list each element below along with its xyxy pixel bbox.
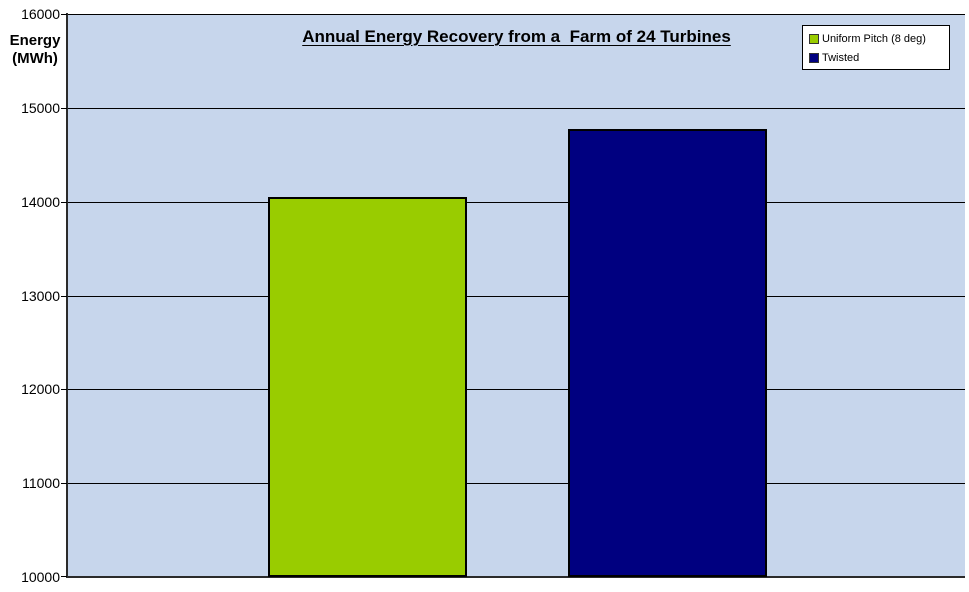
x-axis-line xyxy=(66,576,965,578)
y-axis-line xyxy=(66,13,68,578)
legend-label: Uniform Pitch (8 deg) xyxy=(822,33,926,45)
legend-label: Twisted xyxy=(822,52,860,64)
y-gridline xyxy=(68,389,965,390)
y-axis-tick xyxy=(61,14,67,15)
y-tick-label: 16000 xyxy=(21,6,60,22)
y-axis-tick xyxy=(61,483,67,484)
legend-item: Twisted xyxy=(809,49,949,67)
legend-swatch-icon xyxy=(809,53,819,63)
y-tick-label: 15000 xyxy=(21,100,60,116)
y-axis-tick xyxy=(61,202,67,203)
chart-title: Annual Energy Recovery from a Farm of 24… xyxy=(302,27,731,46)
y-tick-label: 12000 xyxy=(21,381,60,397)
y-axis-tick xyxy=(61,389,67,390)
y-axis-tick xyxy=(61,296,67,297)
bar-uniform-pitch-8-deg xyxy=(268,197,467,577)
y-tick-label: 11000 xyxy=(22,475,60,491)
y-axis-title: Energy (MWh) xyxy=(9,32,61,67)
y-gridline xyxy=(68,296,965,297)
y-tick-label: 13000 xyxy=(21,288,60,304)
y-gridline xyxy=(68,483,965,484)
y-gridline xyxy=(68,14,965,15)
y-tick-label: 10000 xyxy=(21,569,60,585)
legend-item: Uniform Pitch (8 deg) xyxy=(809,30,949,48)
legend: Uniform Pitch (8 deg) Twisted xyxy=(802,25,950,70)
y-tick-label: 14000 xyxy=(21,194,60,210)
y-axis-tick xyxy=(61,576,67,577)
legend-swatch-icon xyxy=(809,34,819,44)
bar-twisted xyxy=(568,129,767,577)
y-gridline xyxy=(68,108,965,109)
y-axis-tick xyxy=(61,108,67,109)
y-gridline xyxy=(68,202,965,203)
